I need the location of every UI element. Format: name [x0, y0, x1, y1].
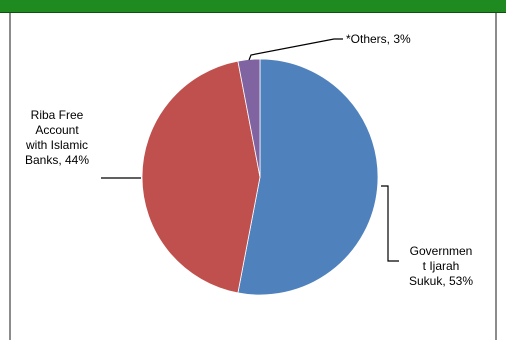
- data-label-line: Sukuk, 53%: [409, 274, 473, 288]
- top-banner-strip: [0, 0, 506, 13]
- data-label-1: Riba Free Account with Islamic Banks, 44%: [25, 108, 89, 167]
- leader-line-2: [248, 38, 343, 61]
- data-label-line: Governmen: [410, 244, 473, 258]
- leader-line-0: [381, 185, 399, 262]
- data-label-line: with Islamic: [25, 138, 88, 152]
- data-label-line: t Ijarah: [423, 259, 460, 273]
- data-label-line: *Others, 3%: [346, 32, 411, 46]
- data-label-line: Account: [35, 123, 79, 137]
- data-label-line: Banks, 44%: [25, 153, 89, 167]
- data-label-0: Governmen t Ijarah Sukuk, 53%: [409, 244, 473, 288]
- pie-slice-1: [141, 60, 261, 294]
- data-label-2: *Others, 3%: [346, 32, 411, 46]
- pie-slice-0: [237, 58, 379, 296]
- data-label-line: Riba Free: [31, 108, 84, 122]
